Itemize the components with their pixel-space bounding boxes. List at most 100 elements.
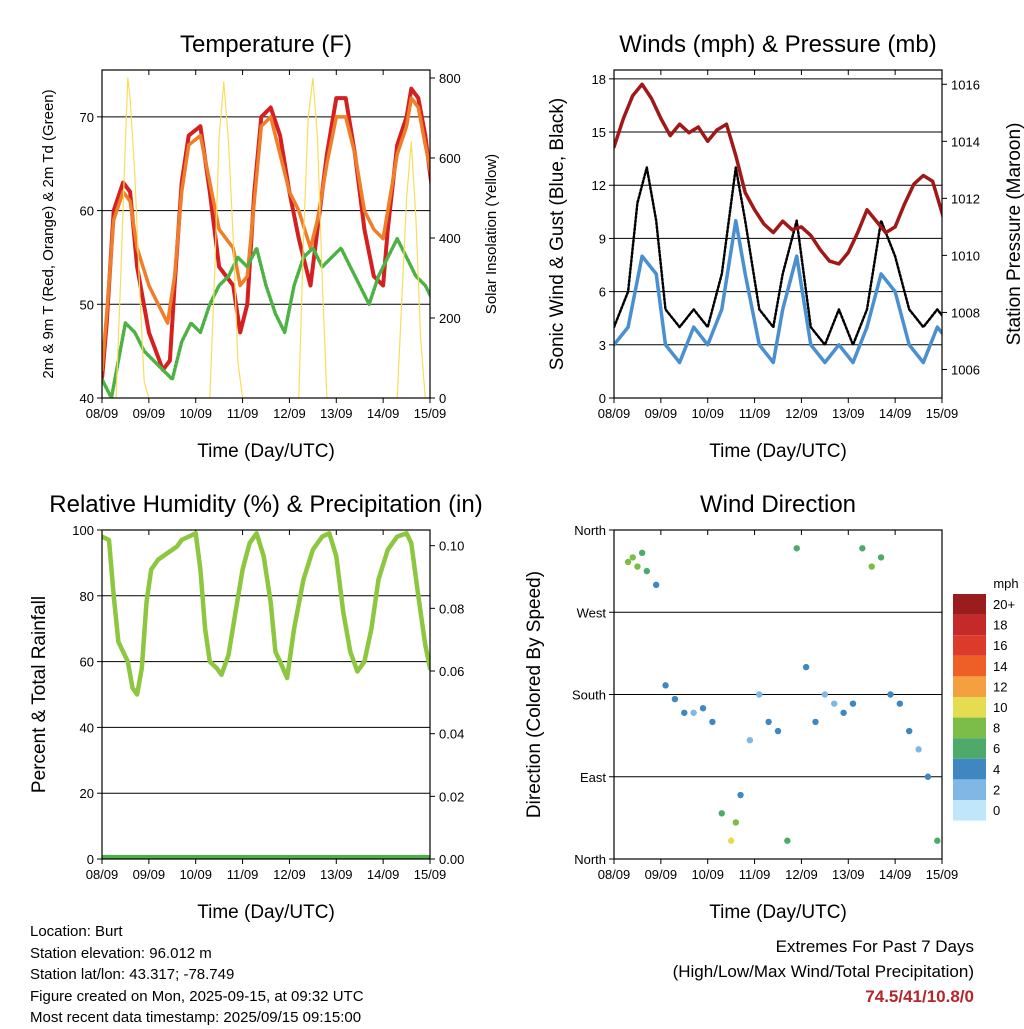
direction-point [840, 709, 847, 716]
y2-tick-label: 400 [439, 231, 461, 246]
x-tick-label: 12/09 [785, 867, 818, 882]
direction-point [859, 545, 866, 552]
latlon-text: Station lat/lon: 43.317; -78.749 [30, 966, 235, 984]
series-2m-t [102, 86, 430, 382]
x-tick-label: 12/09 [273, 406, 306, 421]
series-relative-humidity [102, 531, 430, 697]
y2-tick-label: 0.00 [439, 852, 464, 867]
direction-point [634, 563, 641, 570]
direction-point [943, 847, 949, 853]
y2-tick-label: 0 [439, 391, 446, 406]
direction-point [643, 567, 650, 575]
y-tick-label: North [574, 523, 606, 538]
y-tick-label: 15 [592, 125, 606, 140]
direction-point [699, 705, 707, 712]
legend-label: 16 [993, 638, 1007, 653]
y-tick-label: 40 [80, 391, 94, 406]
direction-point [821, 691, 829, 698]
y2-tick-label: 0.04 [439, 727, 464, 742]
y-tick-label: 18 [592, 72, 606, 87]
direction-point [1009, 691, 1015, 697]
y-tick-label: 0 [599, 391, 606, 406]
plot-frame [613, 529, 943, 860]
series-gust [614, 166, 942, 347]
x-tick-label: 15/09 [414, 867, 447, 882]
x-tick-label: 11/09 [227, 406, 259, 421]
y2-tick-label: 200 [439, 311, 461, 326]
direction-point [756, 691, 763, 698]
x-tick-label: 09/09 [133, 867, 166, 882]
y-tick-label: 0 [87, 852, 94, 867]
y-tick-label: 60 [80, 655, 94, 670]
plot-frame [101, 529, 431, 860]
y-tick-label: 40 [80, 720, 94, 735]
x-tick-label: 14/09 [879, 406, 912, 421]
direction-point [732, 819, 740, 826]
series-9m-t [102, 96, 430, 372]
x-tick-label: 13/09 [320, 406, 353, 421]
legend-label: 8 [993, 721, 1000, 736]
legend-swatch [953, 614, 986, 636]
direction-point [868, 563, 875, 570]
legend-swatch [953, 758, 986, 780]
x-tick-label: 08/09 [598, 867, 631, 882]
legend-label: 10 [993, 700, 1007, 715]
y2-tick-label: 800 [439, 71, 461, 86]
direction-point [812, 718, 819, 726]
y-tick-label: 80 [80, 589, 94, 604]
legend-title: mph [993, 576, 1018, 591]
direction-point [690, 709, 697, 716]
y-tick-label: 12 [592, 178, 606, 193]
y-tick-label: 20 [80, 786, 94, 801]
legend-label: 6 [993, 741, 1000, 756]
y-tick-label: 50 [80, 297, 94, 312]
y-axis-label: Direction (Colored By Speed) [524, 571, 545, 818]
y-tick-label: North [574, 852, 606, 867]
y-tick-label: East [580, 770, 606, 785]
y-axis-label: 2m & 9m T (Red, Orange) & 2m Td (Green) [40, 89, 57, 378]
x-tick-label: 10/09 [691, 867, 724, 882]
x-tick-label: 10/09 [179, 867, 212, 882]
x-axis-label: Time (Day/UTC) [709, 441, 847, 462]
direction-point [765, 718, 772, 726]
y2-tick-label: 0.10 [439, 539, 464, 554]
panel-1 [609, 69, 947, 403]
legend-label: 20+ [993, 597, 1015, 612]
legend-swatch [953, 635, 986, 656]
data-layer [614, 82, 942, 365]
y2-tick-label: 1016 [951, 77, 980, 92]
y-tick-label: 6 [599, 285, 606, 300]
legend-swatch [953, 594, 986, 615]
direction-point [746, 736, 754, 744]
series-total-precipitation [102, 855, 430, 859]
legend-swatch [953, 697, 986, 718]
series-solar-insolation [102, 77, 430, 398]
y2-tick-label: 1010 [951, 248, 980, 263]
series-station-pressure [614, 82, 942, 266]
direction-point [906, 727, 913, 735]
x-axis-label: Time (Day/UTC) [709, 902, 847, 923]
x-tick-label: 11/09 [739, 867, 771, 882]
legend-label: 0 [993, 803, 1000, 818]
x-tick-label: 11/09 [739, 406, 771, 421]
legend-swatch [953, 779, 986, 800]
legend-label: 12 [993, 679, 1007, 694]
y2-tick-label: 1006 [951, 362, 980, 377]
direction-point [896, 700, 904, 707]
x-tick-label: 14/09 [367, 406, 400, 421]
y-axis-label: Percent & Total Rainfall [29, 596, 50, 793]
x-tick-label: 12/09 [273, 867, 306, 882]
x-tick-label: 09/09 [133, 406, 166, 421]
legend-swatch [953, 738, 986, 759]
created-text: Figure created on Mon, 2025-09-15, at 09… [30, 987, 364, 1005]
direction-point [737, 791, 744, 799]
direction-point [934, 837, 941, 844]
y-tick-label: 70 [80, 110, 94, 125]
y2-tick-label: 1014 [951, 134, 980, 149]
x-tick-label: 13/09 [832, 406, 865, 421]
direction-point [849, 700, 857, 707]
extremes-subtitle: (High/Low/Max Wind/Total Precipitation) [672, 962, 974, 981]
x-tick-label: 08/09 [598, 406, 631, 421]
direction-point [802, 663, 810, 671]
x-tick-label: 15/09 [414, 406, 447, 421]
